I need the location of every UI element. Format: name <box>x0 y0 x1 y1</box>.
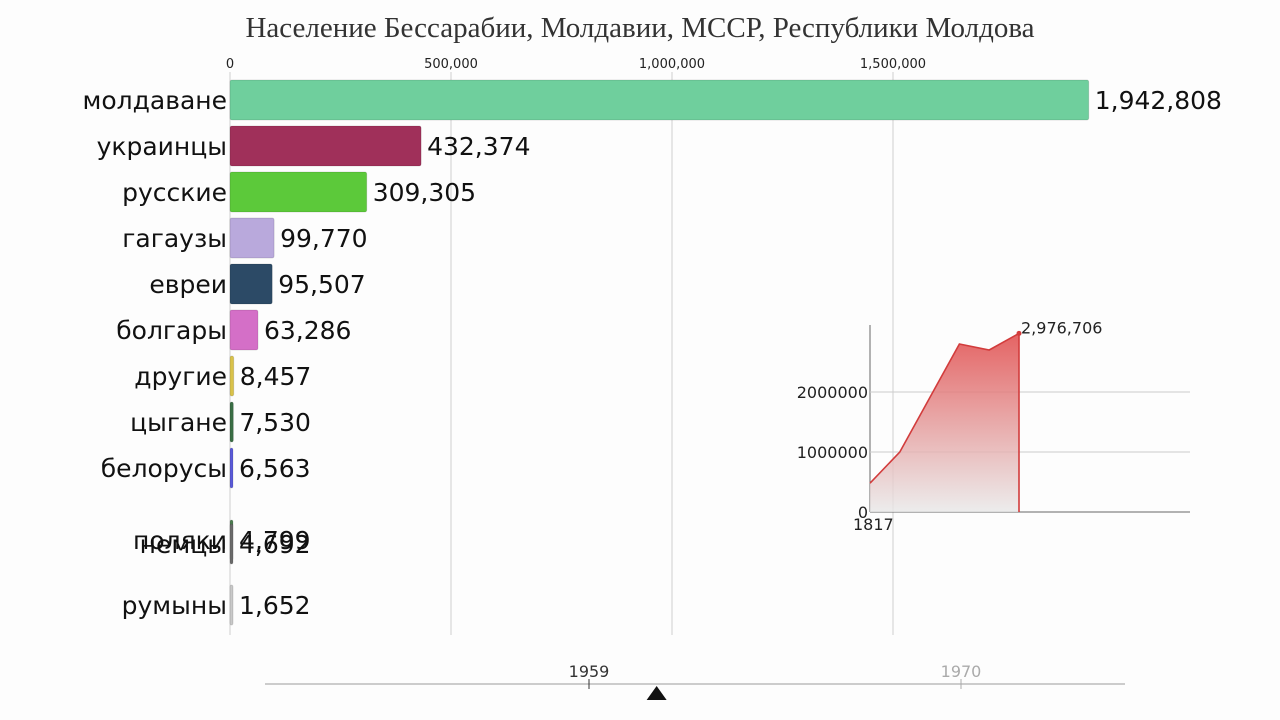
bar <box>229 79 1090 121</box>
value-label: 6,563 <box>239 454 311 483</box>
category-label: евреи <box>149 270 227 299</box>
bar <box>229 263 273 305</box>
category-label: румыны <box>122 591 227 620</box>
timeline-handle[interactable] <box>646 686 667 700</box>
value-label: 4,692 <box>239 530 311 559</box>
inset-y-tick-label: 0 <box>858 503 868 522</box>
category-label: другие <box>134 362 227 391</box>
category-label: молдаване <box>82 86 227 115</box>
bar <box>229 309 259 351</box>
value-label: 8,457 <box>240 362 312 391</box>
value-label: 95,507 <box>278 270 365 299</box>
inset-x-start-label: 1817 <box>853 515 894 534</box>
value-label: 1,942,808 <box>1095 86 1222 115</box>
value-label: 1,652 <box>239 591 311 620</box>
value-label: 63,286 <box>264 316 351 345</box>
value-label: 99,770 <box>280 224 367 253</box>
category-label: русские <box>122 178 227 207</box>
value-label: 432,374 <box>427 132 530 161</box>
x-tick-label: 500,000 <box>424 57 478 72</box>
inset-end-label: 2,976,706 <box>1021 318 1102 337</box>
category-label: украинцы <box>97 132 227 161</box>
bar <box>229 217 275 259</box>
category-label: гагаузы <box>122 224 227 253</box>
inset-end-point <box>1016 330 1022 336</box>
bar <box>229 171 368 213</box>
inset-y-tick-label: 2000000 <box>797 383 868 402</box>
value-label: 7,530 <box>239 408 311 437</box>
category-label: белорусы <box>101 454 227 483</box>
timeline-year-label: 1970 <box>941 662 982 681</box>
bar <box>229 355 235 397</box>
timeline-year-label: 1959 <box>569 662 610 681</box>
x-tick-label: 1,500,000 <box>860 57 926 72</box>
bar <box>229 523 234 565</box>
bar <box>229 447 234 489</box>
x-tick-label: 0 <box>226 57 234 72</box>
bar <box>229 125 422 167</box>
inset-y-tick-label: 1000000 <box>797 443 868 462</box>
category-label: поляки <box>133 526 227 555</box>
chart-title: Население Бессарабии, Молдавии, МССР, Ре… <box>245 12 1035 44</box>
category-label: цыгане <box>130 408 227 437</box>
category-label: немцы <box>140 530 227 559</box>
x-tick-label: 1,000,000 <box>639 57 705 72</box>
category-label: болгары <box>116 316 227 345</box>
value-label: 309,305 <box>373 178 476 207</box>
bar <box>229 401 234 443</box>
inset-area <box>870 333 1019 512</box>
value-label: 4,799 <box>239 526 311 555</box>
bar <box>229 584 234 626</box>
